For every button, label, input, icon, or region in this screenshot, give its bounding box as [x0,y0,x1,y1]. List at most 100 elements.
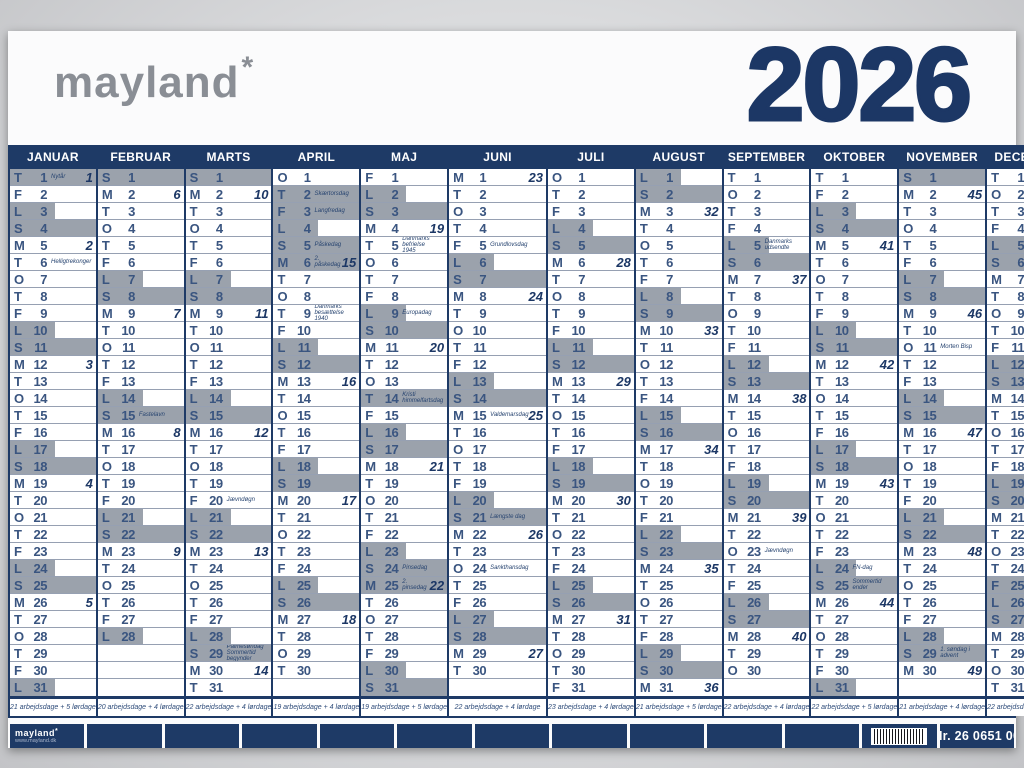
day-letter: M [815,594,826,610]
day-number: 28 [296,628,311,644]
day-letter: T [189,356,198,372]
day-cell: T 14 Kristi himmelfartsdag [361,390,448,407]
day-cell: M 28 40 [723,628,810,645]
day-letter: T [453,458,461,474]
month-header: OKTOBER [811,145,898,169]
day-cell: S 31 [361,679,448,696]
day-cell: T 16 [273,424,360,441]
day-number: 1 [578,169,585,185]
day-cell: F 30 [10,662,96,679]
day-number: 25 [1010,577,1024,593]
day-cell: T 28 [548,628,634,645]
day-cell: M 18 21 [361,458,448,475]
day-letter: F [903,611,911,627]
day-cell: F 27 [97,611,184,628]
day-number: 2 [391,186,399,202]
day-cell: T 6 Helligtrekonger [10,254,96,271]
day-letter: T [189,322,198,338]
workdays-summary: 22 arbejdsdage + 4 lørdage [185,696,272,716]
day-number: 15 [571,407,586,423]
day-cell: S 28 [449,628,546,645]
day-letter: O [639,475,650,491]
day-number: 24 [659,560,673,576]
day-number: 29 [659,645,673,661]
day-letter: L [453,611,461,627]
day-number: 8 [929,288,937,304]
day-letter: T [552,390,560,406]
day-number: 21 [747,509,761,525]
day-number: 3 [753,203,761,219]
day-cell: T 24 [899,560,986,577]
day-cell: O 29 [273,645,360,662]
day-letter: T [365,594,373,610]
day-letter: O [14,628,24,644]
day-number: 24 [834,560,849,576]
day-cell: O 28 [811,628,898,645]
day-cell: F 18 [723,458,810,475]
day-letter: M [903,543,914,559]
day-letter: L [14,322,22,338]
day-letter: T [815,254,823,270]
day-letter: F [365,169,373,185]
day-number: 10 [384,322,399,338]
day-number: 31 [33,680,48,695]
day-letter: F [453,356,461,372]
day-letter: O [552,526,562,542]
day-number: 10 [747,322,761,338]
day-cell: F 17 [548,441,634,458]
day-number: 23 [834,543,849,559]
day-number: 26 [571,594,586,610]
day-cell: O 25 [899,577,986,594]
day-letter: F [14,424,22,440]
day-letter: L [903,390,911,406]
day-letter: T [101,322,110,338]
day-cell: L 18 [273,458,360,475]
week-number: 3 [85,356,93,372]
day-number: 27 [384,611,399,627]
day-cell: O 12 [635,356,722,373]
day-letter: M [815,237,826,253]
day-cell: M 5 41 [811,237,898,254]
day-cell: M 6 2. påskedag 15 [273,254,360,271]
day-number: 15 [209,407,223,423]
day-letter: T [101,203,110,219]
day-cell: L 21 [97,509,184,526]
week-number: 14 [253,662,269,678]
day-letter: S [815,220,824,236]
day-cell: F 11 [987,339,1024,356]
workdays-summary: 21 arbejdsdage + 4 lørdage [899,696,986,716]
day-number: 23 [209,543,223,559]
day-letter: M [101,186,113,202]
day-cell: L 17 [10,441,96,458]
day-number: 5 [841,237,849,253]
day-number: 30 [571,662,586,678]
day-cell: S 16 [635,424,722,441]
month-column-5: MAJ F 1 L 2 S 3 M 4 19 T 5 Danmarks befrielse 1945 O 6… [361,145,448,716]
day-number: 28 [209,628,223,644]
day-cell: T 27 [10,611,96,628]
day-number: 8 [303,288,311,304]
day-letter: L [903,509,911,525]
day-number: 19 [922,475,937,491]
day-number: 9 [1017,305,1024,321]
day-number: 25 [922,577,937,593]
day-letter: T [639,492,648,508]
day-number: 24 [209,560,223,576]
day-number: 21 [296,509,311,525]
day-number: 13 [296,373,311,389]
week-number: 26 [528,526,543,542]
day-letter: L [552,577,560,593]
day-number: 28 [922,628,937,644]
day-letter: S [727,254,737,270]
day-cell: S 15 [899,407,986,424]
day-letter: M [189,305,201,321]
day-number: 5 [1017,237,1024,253]
day-letter: T [815,169,823,185]
